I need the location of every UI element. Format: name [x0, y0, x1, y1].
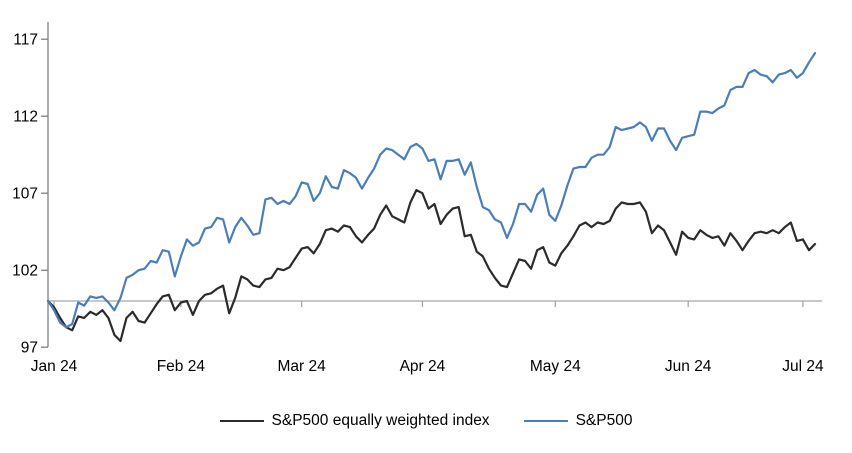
x-tick-label: Apr 24: [400, 358, 446, 375]
series-line-sp500: [46, 51, 817, 329]
sp500-line-swatch: [523, 420, 568, 422]
y-tick-label: 117: [13, 32, 38, 49]
x-tick-label: Jun 24: [665, 358, 712, 375]
x-tick-label: Jul 24: [782, 358, 824, 375]
legend: S&P500 equally weighted index S&P500: [0, 412, 852, 430]
legend-label-equal-weight: S&P500 equally weighted index: [271, 412, 490, 429]
y-tick-label: 107: [12, 186, 38, 203]
x-tick-label: Jan 24: [31, 358, 78, 375]
legend-item-sp500: S&P500: [523, 412, 633, 430]
x-tick-label: Mar 24: [278, 358, 327, 375]
equal-weight-line-swatch: [219, 420, 264, 422]
y-tick-label: 112: [13, 109, 38, 126]
chart-plot: Jan 24 Feb 24 Mar 24 Apr 24 May 24 Jun 24 Jul …: [12, 22, 824, 375]
legend-item-equal-weight: S&P500 equally weighted index: [219, 412, 490, 430]
x-tick-label: May 24: [530, 358, 581, 375]
y-tick-label: 102: [12, 263, 38, 280]
y-tick-label: 97: [21, 340, 38, 357]
series-line-sp500-equal-weight: [46, 189, 817, 343]
legend-label-sp500: S&P500: [575, 412, 633, 429]
x-tick-label: Feb 24: [157, 358, 206, 375]
